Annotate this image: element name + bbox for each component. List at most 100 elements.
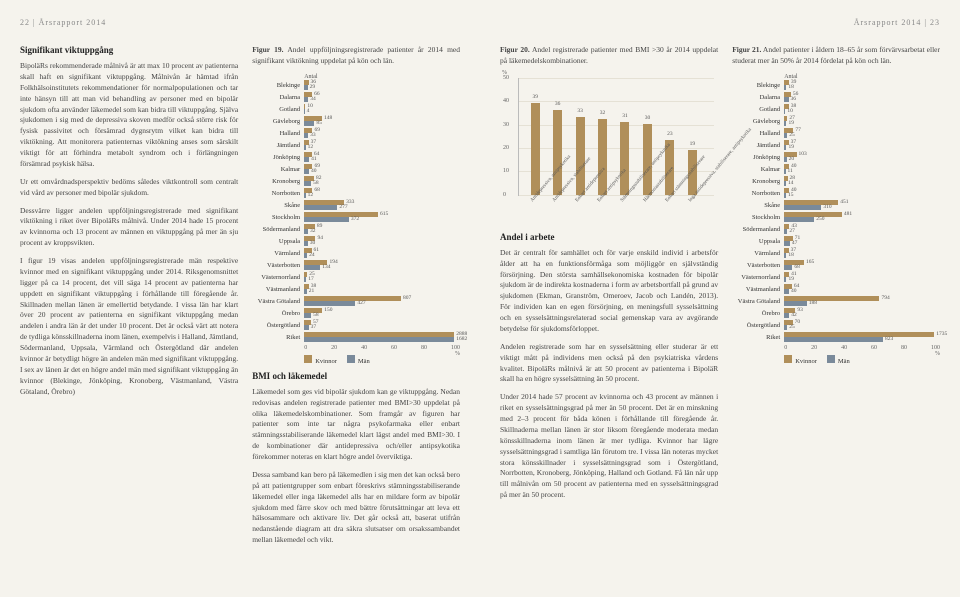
para: Andelen registrerade som har en sysselsä… bbox=[500, 342, 718, 386]
heading-viktuppgang: Signifikant viktuppgång bbox=[20, 45, 238, 55]
hbar-row: Norrbotten4015 bbox=[732, 188, 940, 199]
heading-arbete: Andel i arbete bbox=[500, 232, 718, 242]
hbar-row: Västernorrland2517 bbox=[252, 272, 460, 283]
region-label: Västernorrland bbox=[732, 274, 784, 281]
region-label: Östergötland bbox=[732, 322, 784, 329]
region-label: Värmland bbox=[732, 250, 784, 257]
region-label: Dalarna bbox=[252, 94, 304, 101]
hbar-row: Stockholm481250 bbox=[732, 212, 940, 223]
bar-male: 58 bbox=[304, 181, 311, 186]
bar-male: 85 bbox=[304, 121, 314, 126]
hbar-row: Jönköping10320 bbox=[732, 152, 940, 163]
bar-female: 794 bbox=[784, 296, 879, 301]
fig21-chart: Blekinge3918Dalarna5636Gotland3810Gävleb… bbox=[732, 80, 940, 343]
fig20-caption: Figur 20. Andel registrerade patienter m… bbox=[500, 45, 718, 67]
para: Det är centralt för samhället och för va… bbox=[500, 248, 718, 335]
region-label: Skåne bbox=[252, 202, 304, 209]
bar-male: 17 bbox=[304, 277, 306, 282]
hbar-row: Gävleborg2719 bbox=[732, 116, 940, 127]
para: Ur ett omvårdnadsperspektiv bedöms såled… bbox=[20, 177, 238, 199]
bar-female: 36 bbox=[304, 80, 308, 85]
bar-male: 18 bbox=[784, 253, 786, 258]
bar-male: 372 bbox=[304, 217, 349, 222]
region-label: Blekinge bbox=[732, 82, 784, 89]
bar-female: 10 bbox=[304, 104, 305, 109]
bar-male: 25 bbox=[784, 325, 787, 330]
hbar-row: Jämtland3712 bbox=[252, 140, 460, 151]
region-label: Södermanland bbox=[732, 226, 784, 233]
vbar: 36 bbox=[553, 110, 562, 195]
vbar: 31 bbox=[620, 122, 629, 195]
bar-male: 134 bbox=[304, 265, 320, 270]
bar-male: 277 bbox=[304, 205, 337, 210]
bar-male: 36 bbox=[784, 97, 788, 102]
bar-male: 250 bbox=[784, 217, 814, 222]
hbar-row: Västra Götaland794188 bbox=[732, 296, 940, 307]
bar-male: 11 bbox=[784, 169, 785, 174]
hbar-row: Värmland3718 bbox=[732, 248, 940, 259]
region-label: Kalmar bbox=[252, 166, 304, 173]
para: Dessvärre ligger andelen uppföljningsreg… bbox=[20, 206, 238, 250]
fig20-chart: % 010203040503936333231302319 Antidepres… bbox=[500, 74, 718, 224]
region-label: Norrbotten bbox=[252, 190, 304, 197]
bar-male: 30 bbox=[304, 241, 308, 246]
region-label: Dalarna bbox=[732, 94, 784, 101]
bar-male: 12 bbox=[304, 145, 305, 150]
region-label: Gävleborg bbox=[732, 118, 784, 125]
hbar-row: Riket1735823 bbox=[732, 332, 940, 343]
region-label: Jämtland bbox=[252, 142, 304, 149]
para: Under 2014 hade 57 procent av kvinnorna … bbox=[500, 392, 718, 501]
hbar-row: Örebro15058 bbox=[252, 308, 460, 319]
hbar-row: Västmanland6440 bbox=[732, 284, 940, 295]
region-label: Västernorrland bbox=[252, 274, 304, 281]
bar-female: 333 bbox=[304, 200, 344, 205]
region-label: Halland bbox=[252, 130, 304, 137]
vbar: 32 bbox=[598, 119, 607, 195]
region-label: Örebro bbox=[732, 310, 784, 317]
fig21-caption: Figur 21. Andel patienter i åldern 18–65… bbox=[732, 45, 940, 67]
bar-male: 10 bbox=[784, 109, 785, 114]
region-label: Norrbotten bbox=[732, 190, 784, 197]
hbar-row: Västmanland3821 bbox=[252, 284, 460, 295]
bar-female: 27 bbox=[784, 116, 787, 121]
bar-female: 56 bbox=[784, 92, 791, 97]
hbar-row: Västerbotten194134 bbox=[252, 260, 460, 271]
bar-male: 40 bbox=[784, 289, 789, 294]
region-label: Kronoberg bbox=[252, 178, 304, 185]
region-label: Stockholm bbox=[732, 214, 784, 221]
bar-male: 32 bbox=[304, 229, 308, 234]
region-label: Västmanland bbox=[732, 286, 784, 293]
para: BipoläRs rekommenderade målnivå är att m… bbox=[20, 61, 238, 170]
bar-male: 18 bbox=[784, 85, 786, 90]
region-label: Skåne bbox=[732, 202, 784, 209]
region-label: Värmland bbox=[252, 250, 304, 257]
bar-male: 1682 bbox=[304, 337, 454, 342]
hbar-row: Uppsala9430 bbox=[252, 236, 460, 247]
hbar-row: Riket28881682 bbox=[252, 332, 460, 343]
bar-male: 19 bbox=[784, 145, 786, 150]
region-label: Blekinge bbox=[252, 82, 304, 89]
region-label: Stockholm bbox=[252, 214, 304, 221]
hbar-row: Kronoberg8258 bbox=[252, 176, 460, 187]
hbar-row: Halland6933 bbox=[252, 128, 460, 139]
bar-male: 188 bbox=[784, 301, 807, 306]
bar-male: 47 bbox=[784, 241, 790, 246]
bar-male: 42 bbox=[784, 313, 789, 318]
hbar-row: Gävleborg14885 bbox=[252, 116, 460, 127]
hbar-row: Dalarna5636 bbox=[732, 92, 940, 103]
bar-male: 310 bbox=[784, 205, 821, 210]
bar-female: 57 bbox=[304, 320, 311, 325]
hbar-row: Västernorrland4119 bbox=[732, 272, 940, 283]
bar-male: 27 bbox=[784, 229, 787, 234]
heading-bmi: BMI och läkemedel bbox=[252, 371, 460, 381]
bar-male: 427 bbox=[304, 301, 355, 306]
region-label: Jönköping bbox=[252, 154, 304, 161]
region-label: Östergötland bbox=[252, 322, 304, 329]
bar-male: 12 bbox=[304, 193, 305, 198]
hbar-row: Skåne333277 bbox=[252, 200, 460, 211]
region-label: Uppsala bbox=[732, 238, 784, 245]
hbar-row: Södermanland4327 bbox=[732, 224, 940, 235]
bar-male: 40 bbox=[304, 169, 309, 174]
bar-female: 25 bbox=[304, 272, 307, 277]
para: I figur 19 visas andelen uppföljningsreg… bbox=[20, 256, 238, 397]
